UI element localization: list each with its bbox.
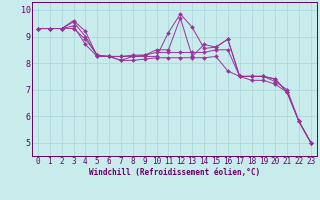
- X-axis label: Windchill (Refroidissement éolien,°C): Windchill (Refroidissement éolien,°C): [89, 168, 260, 177]
